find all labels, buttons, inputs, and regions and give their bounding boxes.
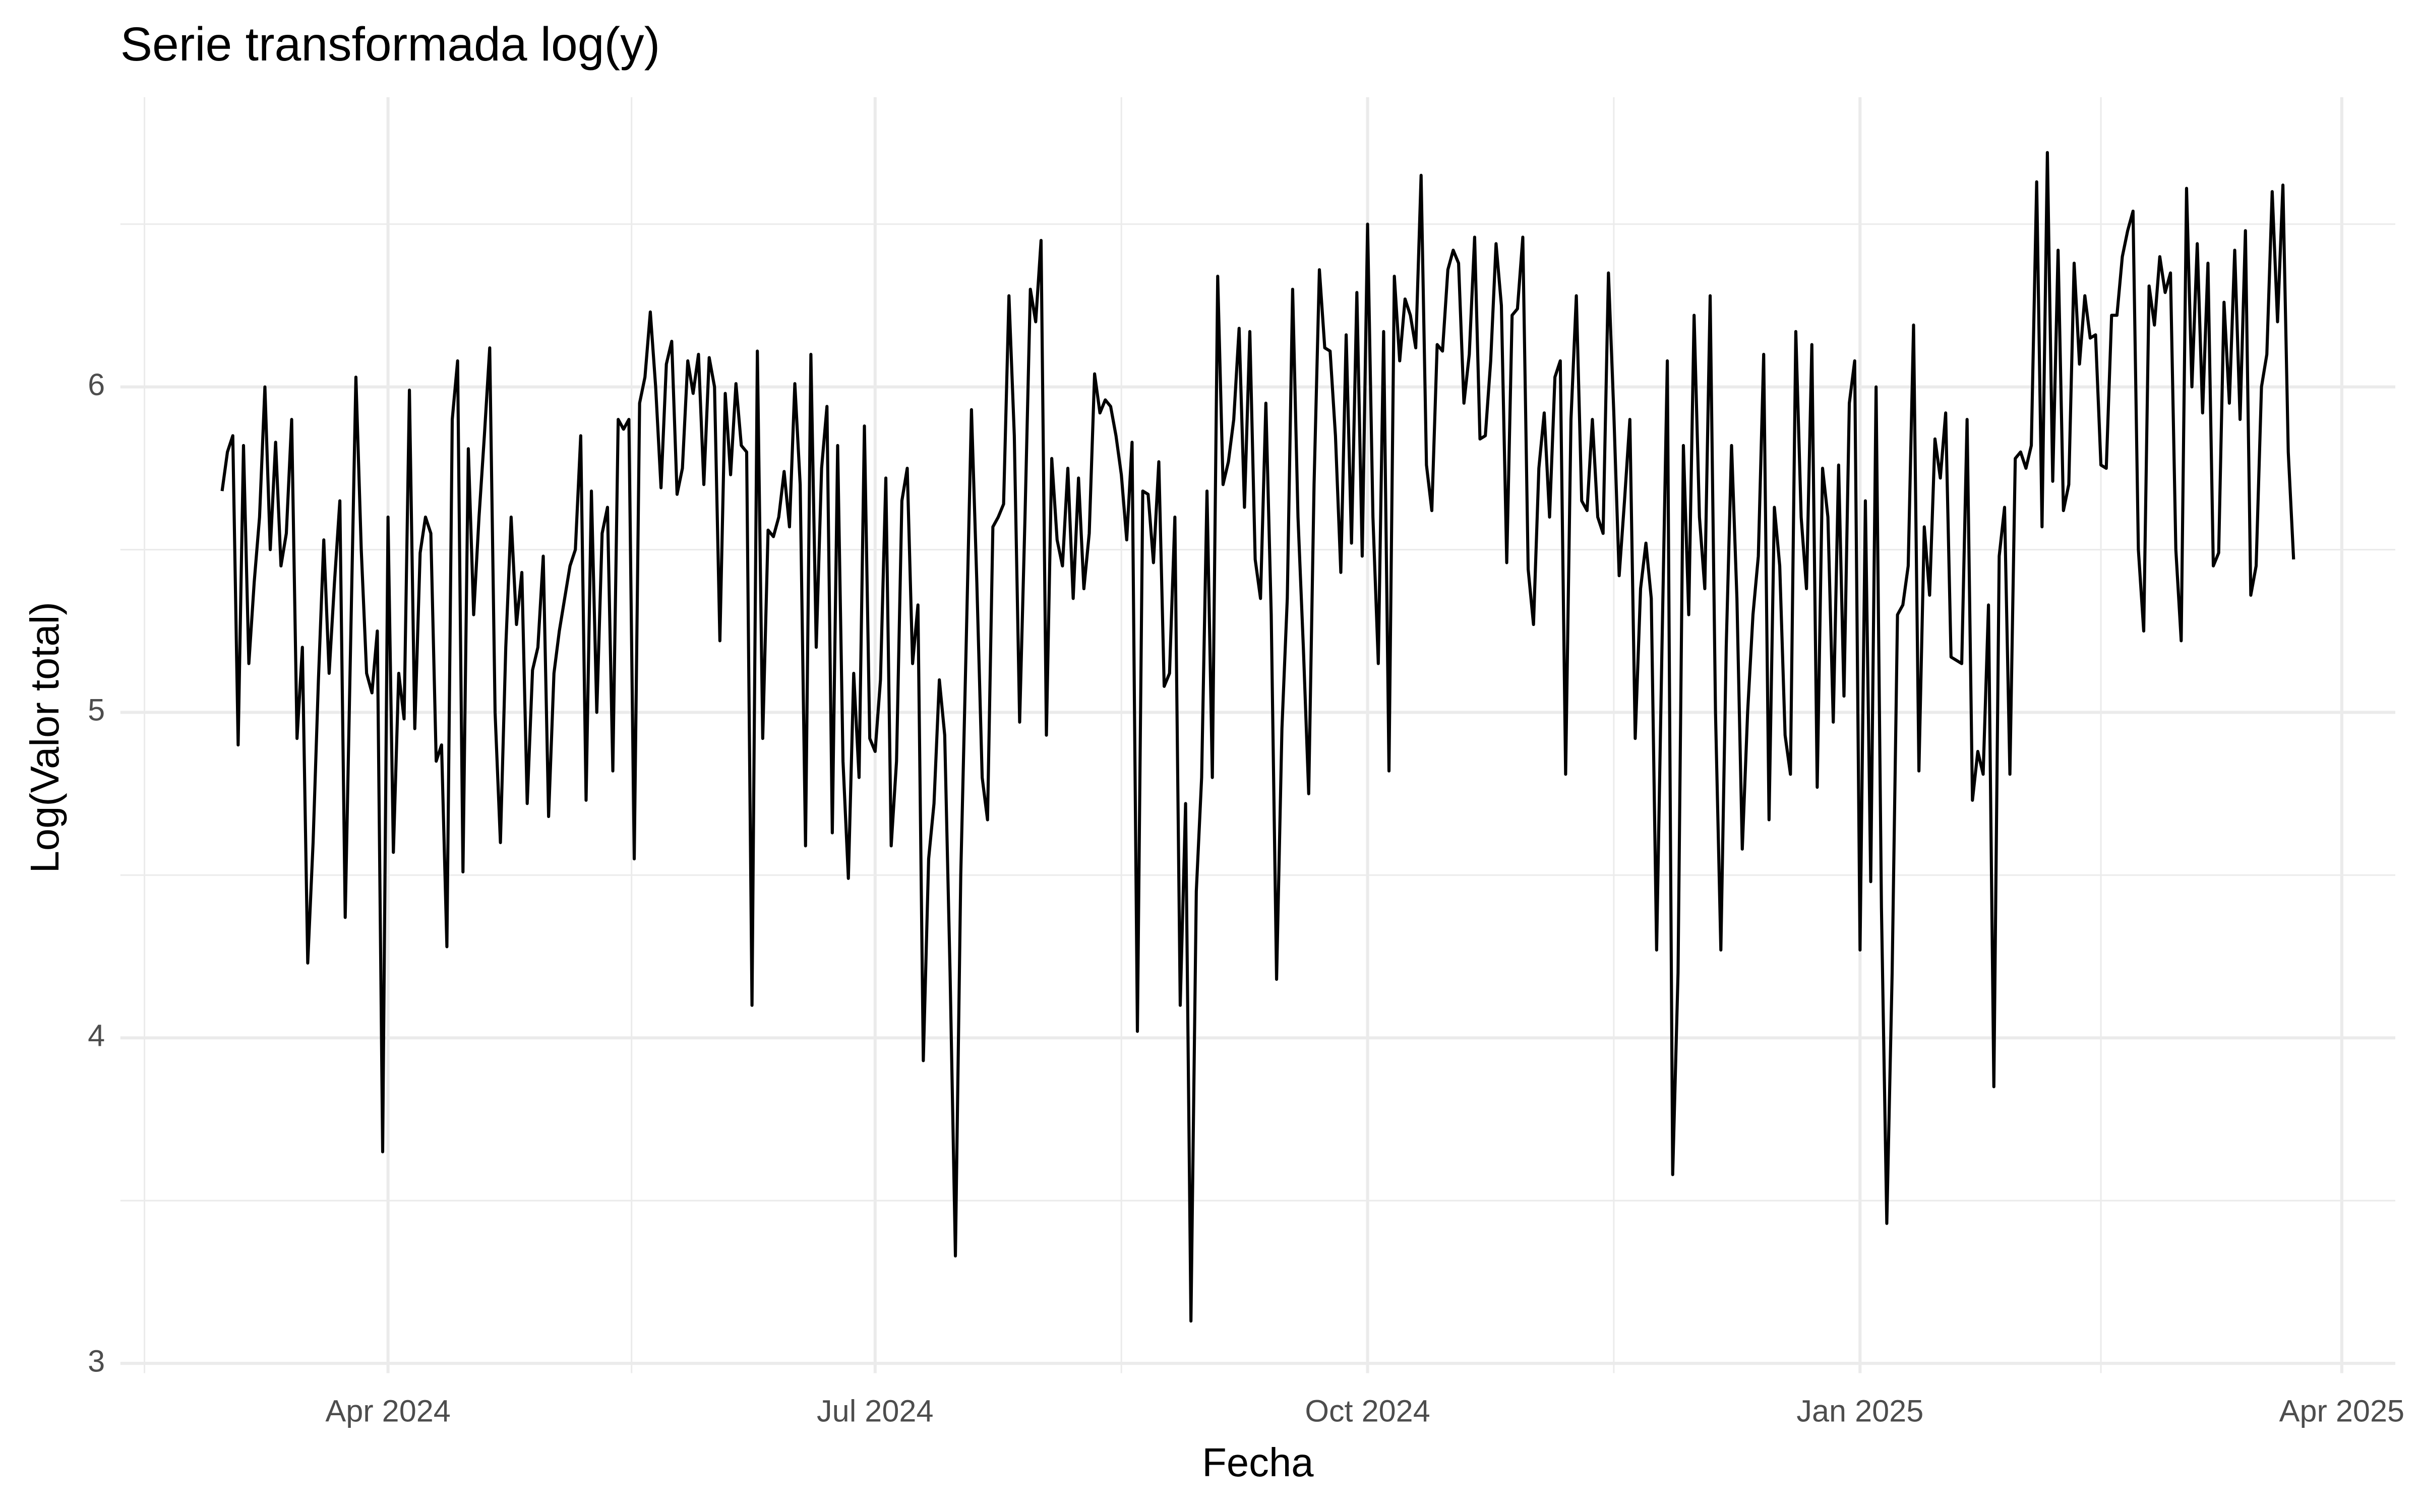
- y-tick-label: 6: [88, 367, 105, 402]
- x-tick-label: Oct 2024: [1305, 1394, 1430, 1428]
- y-tick-label: 5: [88, 693, 105, 727]
- y-axis-title: Log(Valor total): [22, 602, 67, 873]
- x-tick-label: Jan 2025: [1796, 1394, 1923, 1428]
- chart-title: Serie transformada log(y): [120, 18, 660, 71]
- plot-area: [220, 151, 2295, 1323]
- x-axis-title: Fecha: [1202, 1440, 1314, 1485]
- grid: [120, 97, 2396, 1373]
- data-line: [220, 151, 2295, 1323]
- x-tick-label: Apr 2024: [325, 1394, 450, 1428]
- y-tick-label: 4: [88, 1018, 105, 1052]
- x-tick-label: Jul 2024: [817, 1394, 933, 1428]
- x-tick-label: Apr 2025: [2279, 1394, 2404, 1428]
- y-tick-label: 3: [88, 1344, 105, 1378]
